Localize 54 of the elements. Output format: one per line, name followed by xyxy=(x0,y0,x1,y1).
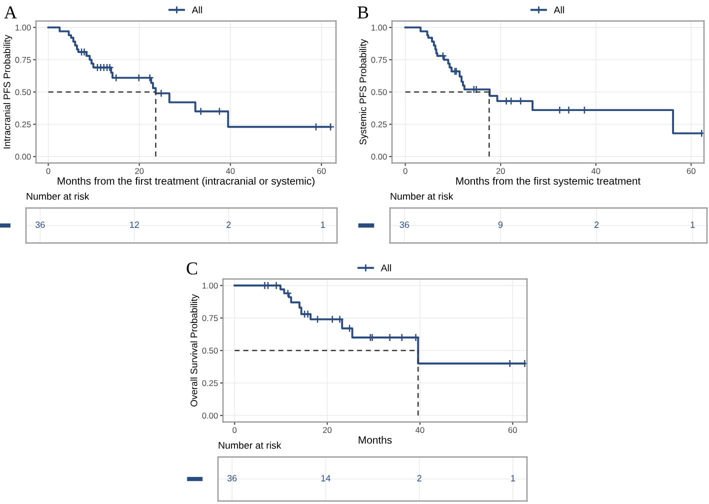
x-axis-title: Months xyxy=(358,436,392,444)
y-tick-label: 1.00 xyxy=(202,282,218,289)
y-tick-label: 0.50 xyxy=(202,348,218,354)
y-tick-label: 0.50 xyxy=(15,89,31,96)
x-tick-label: 0 xyxy=(232,427,237,433)
data-label: 1 xyxy=(321,222,325,228)
x-tick-label: 60 xyxy=(686,168,696,174)
y-tick-label: 0.75 xyxy=(202,315,218,322)
y-tick-label: 0.00 xyxy=(371,154,387,160)
data-label: 2 xyxy=(417,475,422,482)
legend-label: All xyxy=(192,6,202,14)
data-label: 2 xyxy=(594,222,599,228)
y-tick-label: 0.25 xyxy=(371,121,387,128)
x-tick-label: 60 xyxy=(317,168,326,174)
data-label: 14 xyxy=(321,475,330,482)
y-tick-label: 0.25 xyxy=(15,121,31,128)
x-axis-title: Months from the first systemic treatment xyxy=(456,177,641,187)
y-tick-label: 0.75 xyxy=(371,56,387,63)
data-label: 36 xyxy=(35,222,45,228)
x-tick-label: 20 xyxy=(496,168,505,174)
y-axis-title: Intracranial PFS Probability xyxy=(3,34,12,148)
x-tick-label: 20 xyxy=(135,168,144,174)
y-tick-label: 0.00 xyxy=(202,412,218,419)
x-tick-label: 0 xyxy=(46,168,50,174)
text: A xyxy=(4,6,17,18)
x-tick-label: 40 xyxy=(591,168,600,174)
y-tick-label: 1.00 xyxy=(372,24,387,31)
x-tick-label: 20 xyxy=(323,427,332,433)
data-label: 1 xyxy=(690,222,695,228)
y-tick-label: 0.25 xyxy=(202,380,218,386)
data-label: 2 xyxy=(226,222,231,228)
y-axis-title: Overall Survival Probability xyxy=(190,294,200,406)
legend-label: All xyxy=(554,6,564,14)
y-tick-label: 1.00 xyxy=(16,24,31,31)
x-tick-label: 40 xyxy=(416,427,424,433)
x-axis-title: Months from the first treatment (intracranial or systemic) xyxy=(58,177,314,187)
data-label: 1 xyxy=(511,475,516,482)
data-label: 12 xyxy=(130,222,139,228)
text: Number at risk xyxy=(390,192,454,200)
text: B xyxy=(358,6,368,18)
x-tick-label: 60 xyxy=(508,427,517,433)
data-label: 36 xyxy=(400,222,410,228)
y-tick-label: 0.75 xyxy=(15,56,31,63)
y-tick-label: 0.00 xyxy=(15,154,31,160)
text: Number at risk xyxy=(26,192,90,200)
data-label: 9 xyxy=(498,222,503,228)
x-tick-label: 0 xyxy=(403,168,408,174)
data-label: 36 xyxy=(227,475,237,482)
y-axis-title: Systemic PFS Probability xyxy=(359,39,368,145)
y-tick-label: 0.50 xyxy=(371,89,387,96)
text: Number at risk xyxy=(218,442,282,449)
x-tick-label: 40 xyxy=(226,168,235,174)
legend-label: All xyxy=(380,264,391,272)
text: C xyxy=(186,262,198,275)
